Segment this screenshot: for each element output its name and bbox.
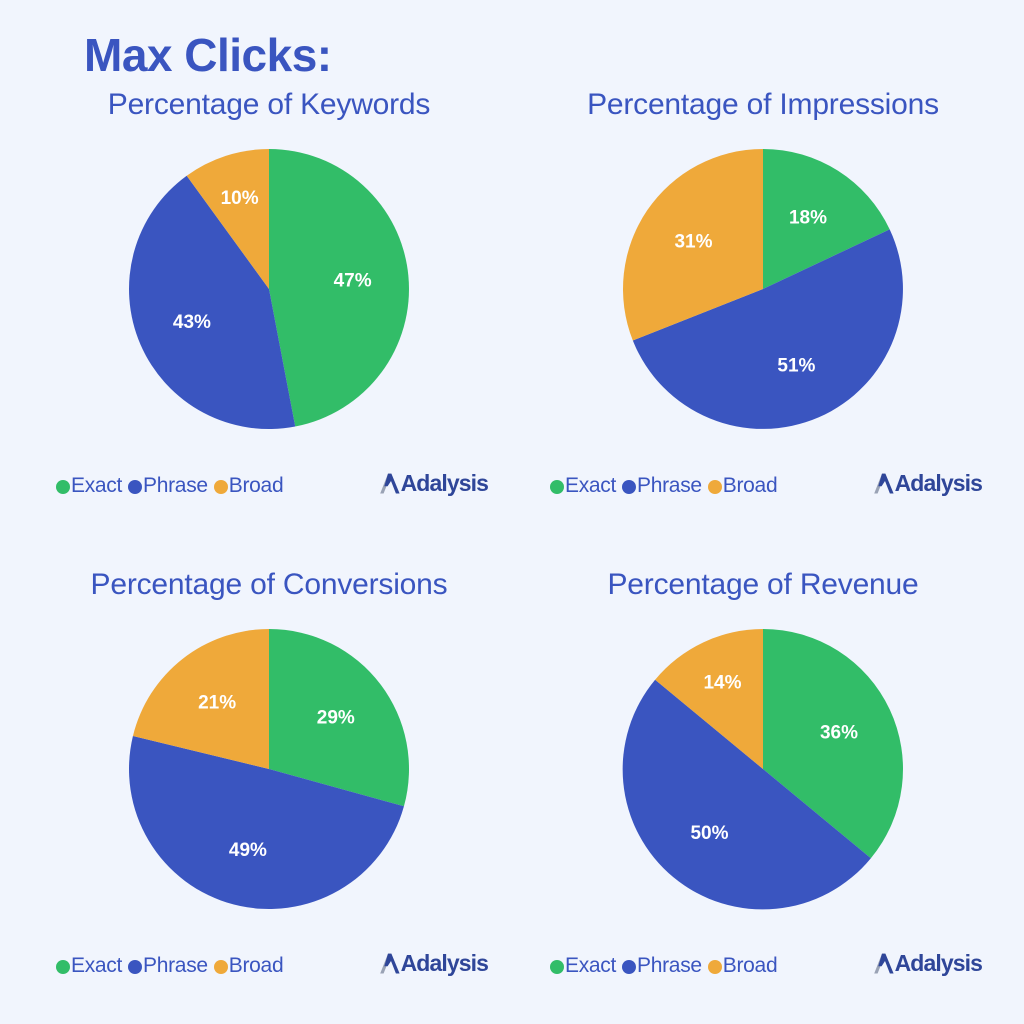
pie-slice-exact[interactable] <box>763 149 890 289</box>
legend-label: Exact <box>565 954 617 977</box>
pie-slice-exact[interactable] <box>763 629 903 859</box>
circle-icon-exact <box>56 480 70 494</box>
legend-label: Broad <box>228 954 284 977</box>
pie-slice-phrase[interactable] <box>128 735 404 910</box>
circle-icon-exact <box>550 480 564 494</box>
legend-item-broad[interactable]: Broad <box>213 954 284 978</box>
pie-chart-conversions[interactable]: 29% 49% 21% <box>128 628 410 910</box>
circle-icon-phrase <box>128 960 143 974</box>
circle-icon-broad <box>707 960 722 974</box>
legend-item-exact[interactable]: Exact <box>56 474 122 498</box>
pie-svg: 18% 51% 31% <box>622 149 903 429</box>
legend-item-exact[interactable]: Exact <box>550 954 616 978</box>
legend: Exact Phrase Broad <box>550 954 782 978</box>
pie-slice-phrase[interactable] <box>129 175 296 429</box>
pie-slice-phrase[interactable] <box>632 229 903 429</box>
circle-icon-broad <box>707 480 722 494</box>
chart-panel-impressions: Percentage of Impressions 18% 51% 31% Exac… <box>522 88 1004 508</box>
chart-title: Percentage of Revenue <box>607 568 919 601</box>
chart-panel-revenue: Percentage of Revenue 36% 50% 14% Exact Ph… <box>522 568 1004 988</box>
legend-label: Broad <box>722 474 778 497</box>
circle-icon-phrase <box>622 480 637 494</box>
chart-title: Percentage of Conversions <box>90 568 448 601</box>
pie-slice-label-phrase: 51% <box>777 356 815 377</box>
legend: Exact Phrase Broad <box>56 474 288 498</box>
pie-svg: 36% 50% 14% <box>622 629 903 910</box>
legend-item-exact[interactable]: Exact <box>550 474 616 498</box>
page-title: Max Clicks: <box>84 29 332 81</box>
legend-label: Exact <box>71 954 123 977</box>
circle-icon-phrase <box>128 480 143 494</box>
legend-item-phrase[interactable]: Phrase <box>622 474 702 498</box>
legend-label: Broad <box>722 954 778 977</box>
pie-slice-label-broad: 14% <box>703 672 741 693</box>
adalysis-a-mark-icon <box>379 473 400 493</box>
pie-slice-label-broad: 21% <box>198 693 236 714</box>
adalysis-logo: Adalysis <box>873 949 983 976</box>
circle-icon-phrase <box>622 960 637 974</box>
adalysis-a-mark-icon <box>873 473 894 493</box>
legend-item-phrase[interactable]: Phrase <box>128 474 208 498</box>
logo-text: Adalysis <box>894 949 983 976</box>
legend: Exact Phrase Broad <box>56 954 288 978</box>
adalysis-a-mark-icon <box>379 953 400 973</box>
chart-panel-conversions: Percentage of Conversions 29% 49% 21% Exac… <box>28 568 510 988</box>
pie-slice-exact[interactable] <box>269 149 409 427</box>
pie-slice-label-broad: 10% <box>221 188 259 209</box>
pie-slice-label-exact: 29% <box>317 708 355 729</box>
pie-slice-label-exact: 18% <box>789 208 827 229</box>
pie-slice-label-broad: 31% <box>674 231 712 252</box>
adalysis-logo: Adalysis <box>379 469 489 496</box>
pie-slice-label-exact: 47% <box>334 271 372 292</box>
circle-icon-exact <box>550 960 564 974</box>
pie-slice-label-exact: 36% <box>820 723 858 744</box>
logo-text: Adalysis <box>894 469 983 496</box>
legend-label: Phrase <box>143 954 208 977</box>
pie-slice-broad[interactable] <box>132 629 269 769</box>
circle-icon-broad <box>213 480 228 494</box>
adalysis-a-mark-icon <box>873 953 894 973</box>
adalysis-logo: Adalysis <box>873 469 983 496</box>
logo-text: Adalysis <box>400 469 489 496</box>
pie-slice-phrase[interactable] <box>622 679 871 910</box>
legend-label: Exact <box>71 474 123 497</box>
pie-slice-broad[interactable] <box>186 149 269 289</box>
legend-item-exact[interactable]: Exact <box>56 954 122 978</box>
logo-text: Adalysis <box>400 949 489 976</box>
legend-item-phrase[interactable]: Phrase <box>622 954 702 978</box>
pie-slice-exact[interactable] <box>269 629 410 807</box>
pie-slice-label-phrase: 43% <box>173 312 211 333</box>
legend: Exact Phrase Broad <box>550 474 782 498</box>
legend-label: Phrase <box>637 954 702 977</box>
chart-title: Percentage of Keywords <box>107 88 431 121</box>
adalysis-logo: Adalysis <box>379 949 489 976</box>
legend-label: Phrase <box>143 474 208 497</box>
pie-chart-impressions[interactable]: 18% 51% 31% <box>622 148 904 430</box>
pie-slice-label-phrase: 49% <box>229 840 267 861</box>
pie-svg: 47% 43% 10% <box>129 149 409 429</box>
legend-item-broad[interactable]: Broad <box>707 954 778 978</box>
pie-svg: 29% 49% 21% <box>128 629 410 910</box>
pie-slice-label-phrase: 50% <box>690 823 728 844</box>
legend-item-broad[interactable]: Broad <box>213 474 284 498</box>
legend-label: Exact <box>565 474 617 497</box>
legend-label: Phrase <box>637 474 702 497</box>
pie-chart-revenue[interactable]: 36% 50% 14% <box>622 628 904 910</box>
pie-chart-keywords[interactable]: 47% 43% 10% <box>128 148 410 430</box>
circle-icon-broad <box>213 960 228 974</box>
legend-item-broad[interactable]: Broad <box>707 474 778 498</box>
circle-icon-exact <box>56 960 70 974</box>
chart-panel-keywords: Percentage of Keywords 47% 43% 10% Exact P… <box>28 88 510 508</box>
chart-title: Percentage of Impressions <box>587 88 939 121</box>
legend-item-phrase[interactable]: Phrase <box>128 954 208 978</box>
pie-slice-broad[interactable] <box>655 629 763 769</box>
pie-slice-broad[interactable] <box>622 149 763 341</box>
legend-label: Broad <box>228 474 284 497</box>
